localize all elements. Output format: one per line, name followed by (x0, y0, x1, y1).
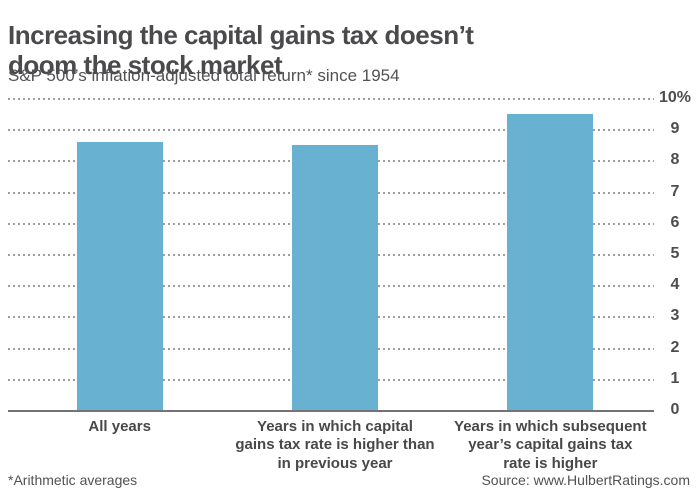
bar-3 (507, 114, 593, 410)
plot-area (8, 98, 654, 412)
y-tick-label: 10% (658, 89, 692, 106)
y-axis: 0 1 2 3 4 5 6 7 8 9 10% (652, 89, 698, 418)
chart-subtitle: S&P 500’s inflation-adjusted total retur… (8, 66, 400, 85)
x-axis-labels: All years Years in which capital gains t… (12, 418, 658, 473)
x-label-higher-than-previous: Years in which capital gains tax rate is… (235, 418, 435, 472)
gridline (8, 98, 654, 100)
y-tick-label: 3 (670, 307, 680, 325)
y-tick-label: 7 (670, 182, 680, 200)
y-tick-label: 4 (670, 276, 680, 294)
source-credit: Source: www.HulbertRatings.com (481, 472, 690, 488)
y-tick-label: 6 (670, 213, 680, 231)
y-tick-label: 8 (670, 151, 680, 169)
y-tick-label: 0 (670, 401, 680, 418)
y-tick-label: 5 (670, 245, 680, 262)
x-axis-baseline (8, 410, 654, 412)
gridline (8, 129, 654, 132)
x-label-subsequent-higher: Years in which subsequent year’s capital… (454, 418, 647, 472)
y-tick-label: 2 (670, 338, 680, 356)
x-label-all-years: All years (88, 418, 151, 435)
y-tick-label: 1 (670, 369, 680, 387)
bar-2 (292, 145, 378, 410)
chart-title: Increasing the capital gains tax doesn’t… (8, 20, 474, 80)
bar-1 (77, 142, 163, 410)
y-tick-label: 9 (670, 120, 680, 138)
footnote: *Arithmetic averages (8, 472, 138, 488)
